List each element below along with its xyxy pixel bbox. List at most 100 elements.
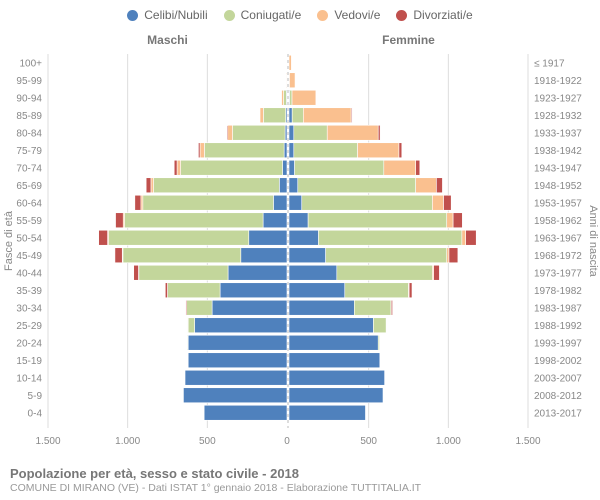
birth-label: 1998-2002 bbox=[534, 356, 582, 367]
age-label: 90-94 bbox=[16, 93, 42, 104]
age-label: 85-89 bbox=[16, 111, 42, 122]
bar-female bbox=[337, 265, 433, 280]
bar-male bbox=[186, 300, 187, 315]
bar-female bbox=[449, 248, 458, 263]
bar-male bbox=[249, 230, 287, 245]
bar-female bbox=[318, 230, 461, 245]
bar-female bbox=[289, 213, 308, 228]
x-tick: 500 bbox=[199, 436, 216, 447]
bar-female bbox=[289, 73, 295, 88]
x-tick: 1.000 bbox=[115, 436, 140, 447]
birth-label: 1988-1992 bbox=[534, 321, 582, 332]
chart-source: COMUNE DI MIRANO (VE) - Dati ISTAT 1° ge… bbox=[10, 482, 590, 494]
age-label: 20-24 bbox=[16, 338, 42, 349]
age-label: 30-34 bbox=[16, 303, 42, 314]
bar-male bbox=[220, 283, 287, 298]
bar-male bbox=[151, 178, 154, 193]
bar-female bbox=[409, 283, 412, 298]
bar-female bbox=[289, 143, 294, 158]
legend-swatch bbox=[127, 10, 138, 21]
birth-label: 1958-1962 bbox=[534, 216, 582, 227]
chart-title: Popolazione per età, sesso e stato civil… bbox=[10, 466, 590, 481]
bar-male bbox=[188, 335, 287, 350]
bar-female bbox=[462, 230, 466, 245]
bar-male bbox=[183, 388, 287, 403]
bar-female bbox=[326, 248, 447, 263]
birth-label: ≤ 1917 bbox=[534, 58, 565, 69]
bar-male bbox=[153, 178, 279, 193]
bar-female bbox=[292, 108, 303, 123]
birth-label: 1933-1937 bbox=[534, 128, 582, 139]
legend-swatch bbox=[396, 10, 407, 21]
birth-label: 1948-1952 bbox=[534, 181, 582, 192]
bar-male bbox=[185, 370, 287, 385]
bar-female bbox=[399, 143, 402, 158]
birth-label: 2013-2017 bbox=[534, 408, 582, 419]
bar-female bbox=[308, 213, 447, 228]
bar-male bbox=[204, 143, 284, 158]
legend-item: Divorziati/e bbox=[396, 8, 472, 22]
legend-swatch bbox=[317, 10, 328, 21]
legend-label: Celibi/Nubili bbox=[144, 8, 207, 22]
bar-male bbox=[139, 265, 228, 280]
bar-female bbox=[289, 405, 365, 420]
bar-male bbox=[116, 213, 124, 228]
bar-female bbox=[378, 125, 380, 140]
bar-female bbox=[303, 108, 351, 123]
bar-male bbox=[195, 318, 287, 333]
bar-male bbox=[286, 73, 287, 88]
birth-label: 1923-1927 bbox=[534, 93, 582, 104]
birth-label: 1973-1977 bbox=[534, 268, 582, 279]
age-label: 25-29 bbox=[16, 321, 42, 332]
bar-female bbox=[289, 248, 326, 263]
bar-female bbox=[447, 248, 449, 263]
age-label: 40-44 bbox=[16, 268, 42, 279]
birth-label: 1943-1947 bbox=[534, 163, 582, 174]
right-axis-label: Anni di nascita bbox=[587, 205, 599, 277]
bar-male bbox=[200, 143, 204, 158]
birth-label: 1978-1982 bbox=[534, 286, 582, 297]
x-tick: 1.500 bbox=[515, 436, 540, 447]
bar-female bbox=[289, 353, 380, 368]
bar-female bbox=[289, 125, 294, 140]
birth-label: 2008-2012 bbox=[534, 391, 582, 402]
bar-female bbox=[289, 160, 295, 175]
bar-male bbox=[282, 90, 284, 105]
bar-male bbox=[263, 108, 285, 123]
age-label: 75-79 bbox=[16, 146, 42, 157]
age-label: 15-19 bbox=[16, 356, 42, 367]
bar-female bbox=[295, 160, 384, 175]
age-label: 45-49 bbox=[16, 251, 42, 262]
bar-male bbox=[123, 248, 241, 263]
age-label: 100+ bbox=[19, 58, 42, 69]
bar-female bbox=[453, 213, 462, 228]
bar-male bbox=[273, 195, 287, 210]
bar-male bbox=[233, 125, 286, 140]
birth-label: 1963-1967 bbox=[534, 233, 582, 244]
bar-female bbox=[351, 108, 352, 123]
male-header: Maschi bbox=[147, 33, 188, 47]
bar-female bbox=[302, 195, 433, 210]
bar-male bbox=[181, 160, 283, 175]
age-label: 65-69 bbox=[16, 181, 42, 192]
x-tick: 0 bbox=[284, 436, 290, 447]
age-label: 70-74 bbox=[16, 163, 42, 174]
bar-female bbox=[289, 370, 385, 385]
bar-female bbox=[384, 160, 416, 175]
bar-male bbox=[168, 283, 221, 298]
bar-female bbox=[289, 178, 298, 193]
bar-female bbox=[289, 195, 302, 210]
birth-label: 1918-1922 bbox=[534, 76, 582, 87]
bar-female bbox=[391, 300, 392, 315]
bar-female bbox=[289, 230, 318, 245]
bar-male bbox=[115, 248, 122, 263]
bar-female bbox=[416, 160, 420, 175]
age-label: 95-99 bbox=[16, 76, 42, 87]
bar-female bbox=[289, 108, 292, 123]
bar-male bbox=[134, 265, 139, 280]
bar-male bbox=[204, 405, 287, 420]
age-label: 60-64 bbox=[16, 198, 42, 209]
bar-female bbox=[290, 90, 292, 105]
bar-female bbox=[294, 143, 358, 158]
bar-female bbox=[466, 230, 477, 245]
